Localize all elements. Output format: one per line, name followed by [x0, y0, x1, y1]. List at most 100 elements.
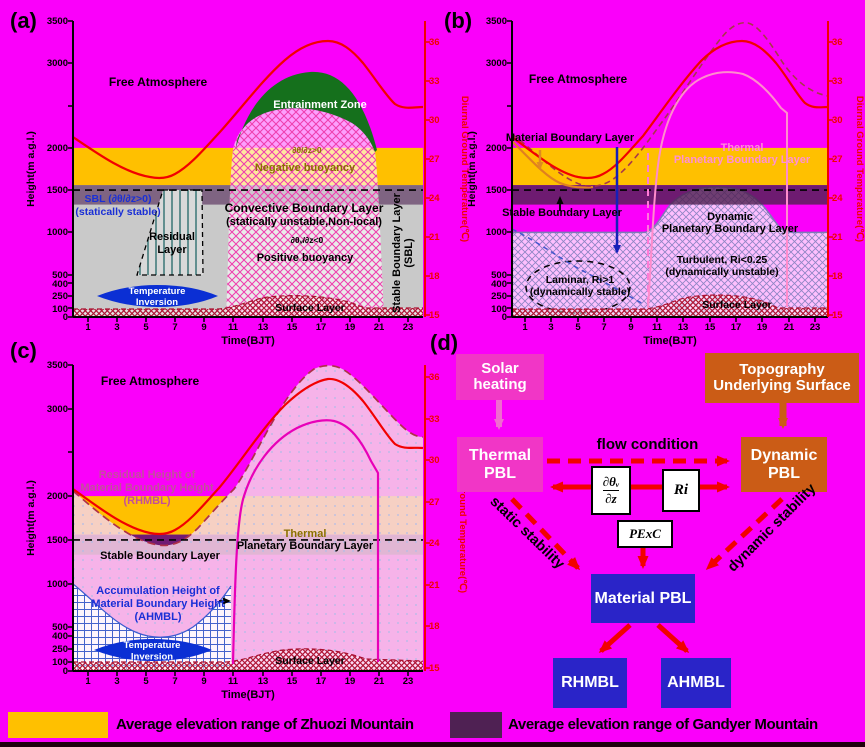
residual-layer-label-2: Layer — [157, 244, 187, 256]
temperature-inversion-lens — [97, 285, 218, 307]
solar-heating-box: Solar heating — [456, 354, 544, 400]
y-tick: 100 — [52, 657, 68, 668]
y-axis-title: Height(m a.g.l.) — [25, 480, 37, 556]
mbl-dashed-curve — [511, 21, 829, 188]
surface-layer-hatch — [73, 648, 423, 671]
thermal-pbl-curve — [231, 419, 380, 665]
t-tick: 21 — [429, 580, 440, 591]
positive-buoyancy-formula: ∂θᵥ/∂z<0 — [291, 235, 324, 245]
y-axis-title: Height(m a.g.l.) — [25, 131, 37, 207]
thermal-pbl-curve — [647, 71, 788, 309]
t-tick: 30 — [429, 455, 440, 466]
x-tick: 11 — [228, 676, 239, 687]
ahmbl-label-2: Material Boundary Height — [91, 598, 225, 610]
dynamic-pbl-label-2: Planetary Boundary Layer — [662, 223, 799, 235]
y-ticks-a — [68, 20, 73, 318]
x-tick: 23 — [403, 676, 414, 687]
y-tick: 0 — [502, 312, 507, 323]
inversion-label-2: Inversion — [136, 297, 178, 308]
dynamic-pbl-label-1: Dynamic — [707, 211, 753, 223]
right-axis-title: Diurnal Ground Temperature(℃) — [459, 96, 470, 242]
x-tick: 21 — [784, 322, 795, 333]
dynamic-stability-dashed-arrow — [705, 497, 784, 571]
axes-b — [511, 21, 828, 318]
dynamic-pbl-region-hatch — [512, 186, 828, 317]
x-tick: 3 — [114, 676, 119, 687]
x-ticks-b — [524, 317, 816, 322]
y-tick: 250 — [491, 291, 507, 302]
t-tick: 30 — [832, 115, 843, 126]
x-tick: 9 — [628, 322, 633, 333]
panel-a-thermal-boundary-layer: (a) 3500 3000 2000 1500 1000 500 400 250… — [10, 8, 470, 347]
dynamic-pbl-box: Dynamic PBL — [741, 437, 827, 492]
y-tick: 100 — [491, 304, 507, 315]
y-tick: 2000 — [47, 491, 68, 502]
x-tick: 11 — [228, 322, 239, 333]
y-tick: 500 — [52, 622, 68, 633]
sbl-label-1: SBL (∂θ/∂z>0) — [85, 193, 152, 205]
x-tick: 9 — [201, 676, 206, 687]
material-pbl-box: Material PBL — [591, 574, 695, 623]
surface-layer-border — [73, 648, 424, 663]
x-tick: 11 — [652, 322, 663, 333]
sbl-right-label-1: Stable Boundary Layer — [391, 192, 403, 313]
turbulent-label-1: Turbulent, Ri<0.25 — [677, 254, 768, 266]
t-tick: 15 — [429, 310, 440, 321]
t-tick: 27 — [832, 154, 843, 165]
x-tick: 13 — [678, 322, 689, 333]
sbl-label: Stable Boundary Layer — [100, 550, 221, 562]
zhuozi-legend-swatch — [8, 712, 108, 738]
axes-a — [72, 21, 423, 318]
panel-b-label: (b) — [444, 8, 472, 33]
cbl-region-hatch — [226, 108, 384, 317]
right-axis-title: Diurnal Ground Temperature(℃) — [854, 96, 865, 242]
y-tick: 100 — [52, 304, 68, 315]
panel-c-material-boundary-layer: (c) 3500 3000 2000 1500 1000 500 400 250… — [10, 338, 468, 701]
y-tick: 250 — [52, 644, 68, 655]
thermal-pbl-box: Thermal PBL — [457, 437, 543, 492]
y-tick: 1500 — [47, 185, 68, 196]
surface-layer-label: Surface Layer — [275, 302, 344, 314]
y-tick: 400 — [52, 631, 68, 642]
temperature-inversion-lens — [94, 639, 212, 661]
pexc-formula-box: PExC — [617, 520, 673, 548]
y-tick: 500 — [52, 270, 68, 281]
panel-c-label: (c) — [10, 338, 37, 363]
y-tick: 1500 — [486, 185, 507, 196]
rhmbl-label-1: Residual Height of — [99, 469, 196, 481]
x-tick: 7 — [172, 676, 177, 687]
laminar-label-1: Laminar, Ri>1 — [546, 274, 615, 286]
thermal-pbl-label-1: Thermal — [721, 142, 764, 154]
inversion-label-2: Inversion — [131, 652, 173, 663]
t-ticks-c — [425, 376, 430, 669]
x-tick: 1 — [85, 676, 91, 687]
t-tick: 15 — [429, 663, 440, 674]
gradient-formula-box: ∂θᵥ ∂z — [591, 466, 631, 515]
surface-layer-border — [73, 295, 423, 310]
gandyer-legend-swatch — [450, 712, 502, 738]
x-tick: 15 — [287, 676, 298, 687]
t-tick: 15 — [832, 310, 843, 321]
y-tick: 3500 — [486, 16, 507, 27]
laminar-label-2: (dynamically stable) — [530, 286, 630, 298]
y-tick: 0 — [63, 312, 68, 323]
inversion-label-1: Temperature — [129, 286, 186, 297]
turbulent-label-2: (dynamically unstable) — [665, 266, 778, 278]
t-tick: 27 — [429, 497, 440, 508]
ahmbl-border — [72, 583, 232, 638]
y-tick: 3000 — [47, 404, 68, 415]
gradient-numerator: ∂θᵥ — [602, 474, 620, 489]
x-ticks-c — [87, 671, 409, 676]
right-axis-title: Diurnal Ground Temperature(℃) — [457, 447, 468, 593]
ahmbl-label-3: (AHMBL) — [134, 611, 181, 623]
x-tick: 5 — [143, 322, 149, 333]
x-tick: 7 — [601, 322, 606, 333]
y-tick: 1000 — [47, 227, 68, 238]
material-to-rhmbl-arrow — [598, 623, 632, 654]
t-tick: 36 — [429, 372, 440, 383]
t-tick: 36 — [832, 37, 843, 48]
y-ticks-b — [507, 20, 512, 318]
rhmbl-dashed-border — [72, 364, 424, 547]
t-tick: 24 — [429, 193, 440, 204]
